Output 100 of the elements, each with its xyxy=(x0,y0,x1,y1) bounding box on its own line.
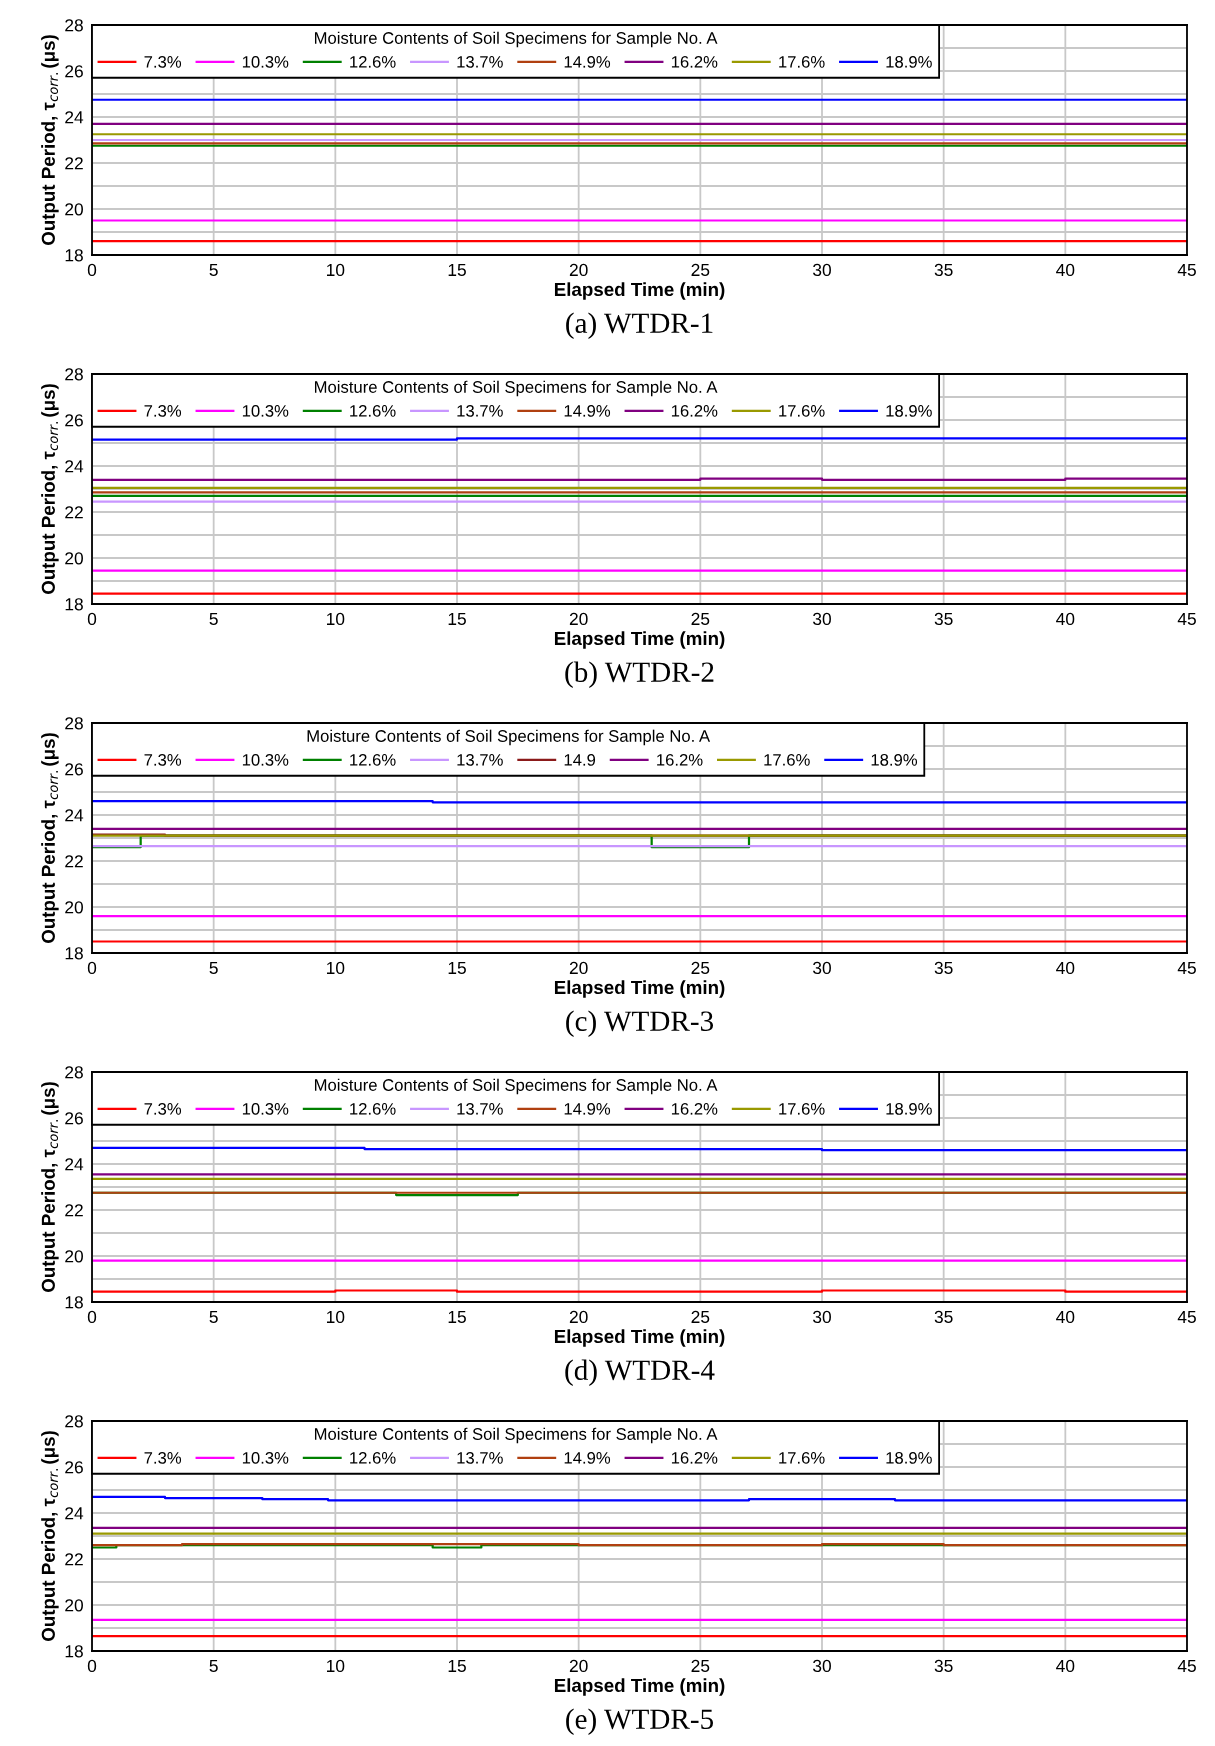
legend-label: 18.9% xyxy=(886,1102,932,1115)
x-tick-label: 5 xyxy=(209,1659,218,1673)
y-tick-label: 28 xyxy=(65,1415,83,1428)
x-axis-title: Elapsed Time (min) xyxy=(554,1678,725,1696)
y-tick-label: 22 xyxy=(65,157,83,170)
x-tick-label: 45 xyxy=(1177,612,1196,626)
legend-label: 14.9% xyxy=(564,55,611,68)
x-tick-label: 5 xyxy=(209,612,218,626)
y-tick-label: 18 xyxy=(65,598,83,611)
legend-label: 14.9% xyxy=(564,1102,611,1115)
legend-label: 13.7% xyxy=(457,1451,503,1464)
y-axis-title: Output Period, τ$_{corr.}$(μs) xyxy=(41,733,59,944)
legend-label: 10.3% xyxy=(242,753,289,766)
legend-label: 14.9% xyxy=(564,404,611,417)
legend-label: 17.6% xyxy=(764,753,810,766)
x-tick-label: 10 xyxy=(327,263,345,277)
y-axis-title: Output Period, τ$_{corr.}$(μs) xyxy=(41,1082,59,1293)
legend-label: 12.6% xyxy=(350,753,396,766)
x-tick-label: 25 xyxy=(691,961,710,975)
y-tick-label: 26 xyxy=(65,414,83,427)
text: (a) WTDR-1 xyxy=(566,312,713,339)
text: (c) WTDR-3 xyxy=(566,1010,714,1037)
y-tick-label: 18 xyxy=(65,249,83,262)
y-tick-label: 26 xyxy=(65,1112,83,1125)
x-tick-label: 0 xyxy=(87,1659,97,1673)
y-axis-title: Output Period, τ$_{corr.}$(μs) xyxy=(41,35,59,246)
legend-label: 16.2% xyxy=(671,1451,718,1464)
x-tick-label: 0 xyxy=(87,961,97,975)
y-tick-label: 24 xyxy=(65,809,84,822)
x-tick-label: 10 xyxy=(327,961,345,975)
legend-label: 10.3% xyxy=(242,1451,289,1464)
x-tick-label: 20 xyxy=(569,1659,588,1673)
legend-label: 18.9% xyxy=(886,404,932,417)
legend-label: 10.3% xyxy=(242,404,289,417)
x-tick-label: 35 xyxy=(934,612,953,626)
y-tick-label: 28 xyxy=(65,368,83,381)
legend-label: 16.2% xyxy=(671,404,718,417)
x-tick-label: 45 xyxy=(1177,263,1196,277)
x-tick-label: 25 xyxy=(691,1659,710,1673)
x-tick-label: 10 xyxy=(327,1310,345,1324)
legend-label: 14.9 xyxy=(564,753,596,766)
x-tick-label: 40 xyxy=(1056,961,1075,975)
x-tick-label: 25 xyxy=(691,1310,710,1324)
x-tick-label: 30 xyxy=(813,1659,831,1673)
x-tick-label: 0 xyxy=(87,1310,97,1324)
y-tick-label: 20 xyxy=(65,203,83,216)
y-tick-label: 22 xyxy=(65,855,83,868)
x-tick-label: 45 xyxy=(1177,1659,1196,1673)
legend-label: 18.9% xyxy=(886,1451,932,1464)
y-tick-label: 28 xyxy=(65,19,83,32)
x-tick-label: 15 xyxy=(448,263,466,277)
legend-label: 7.3% xyxy=(144,404,182,417)
y-tick-label: 20 xyxy=(65,901,83,914)
legend-title: Moisture Contents of Soil Specimens for Sample No. A xyxy=(307,729,711,746)
y-axis-title: Output Period, τ$_{corr.}$(μs) xyxy=(41,384,59,595)
x-tick-label: 15 xyxy=(448,612,466,626)
x-tick-label: 35 xyxy=(934,1659,953,1673)
legend-label: 7.3% xyxy=(144,55,182,68)
legend-title: Moisture Contents of Soil Specimens for Sample No. A xyxy=(314,380,718,397)
legend-label: 16.2% xyxy=(671,55,718,68)
legend-label: 10.3% xyxy=(242,55,289,68)
x-tick-label: 35 xyxy=(934,1310,953,1324)
x-tick-label: 15 xyxy=(448,961,466,975)
legend-label: 13.7% xyxy=(457,404,503,417)
legend-label: 12.6% xyxy=(350,404,396,417)
legend-title: Moisture Contents of Soil Specimens for Sample No. A xyxy=(314,31,718,48)
y-tick-label: 28 xyxy=(65,1066,83,1079)
y-tick-label: 18 xyxy=(65,947,83,960)
y-tick-label: 22 xyxy=(65,1553,83,1566)
legend-title: Moisture Contents of Soil Specimens for Sample No. A xyxy=(314,1078,718,1095)
y-tick-label: 24 xyxy=(65,111,84,124)
x-axis-title: Elapsed Time (min) xyxy=(554,631,725,649)
y-tick-label: 26 xyxy=(65,763,83,776)
text: (d) WTDR-4 xyxy=(565,1359,715,1386)
y-axis-title: Output Period, τ$_{corr.}$(μs) xyxy=(41,1431,59,1642)
x-tick-label: 0 xyxy=(87,263,97,277)
x-axis-title: Elapsed Time (min) xyxy=(554,282,725,300)
y-tick-label: 20 xyxy=(65,1599,83,1612)
legend-label: 12.6% xyxy=(350,55,396,68)
x-tick-label: 20 xyxy=(569,961,588,975)
y-tick-label: 26 xyxy=(65,65,83,78)
x-tick-label: 45 xyxy=(1177,1310,1196,1324)
legend-title: Moisture Contents of Soil Specimens for Sample No. A xyxy=(314,1427,718,1444)
y-tick-label: 22 xyxy=(65,1204,83,1217)
x-tick-label: 15 xyxy=(448,1310,466,1324)
x-tick-label: 20 xyxy=(569,263,588,277)
x-tick-label: 35 xyxy=(934,961,953,975)
legend-label: 10.3% xyxy=(242,1102,289,1115)
x-axis-title: Elapsed Time (min) xyxy=(554,1329,725,1347)
x-tick-label: 25 xyxy=(691,612,710,626)
x-tick-label: 30 xyxy=(813,1310,831,1324)
y-tick-label: 24 xyxy=(65,1158,84,1171)
x-tick-label: 40 xyxy=(1056,612,1075,626)
x-tick-label: 10 xyxy=(327,612,345,626)
y-tick-label: 18 xyxy=(65,1645,83,1658)
text: (b) WTDR-2 xyxy=(565,661,714,688)
x-tick-label: 5 xyxy=(209,961,218,975)
x-tick-label: 5 xyxy=(209,1310,218,1324)
legend-label: 17.6% xyxy=(779,404,825,417)
x-tick-label: 40 xyxy=(1056,263,1075,277)
